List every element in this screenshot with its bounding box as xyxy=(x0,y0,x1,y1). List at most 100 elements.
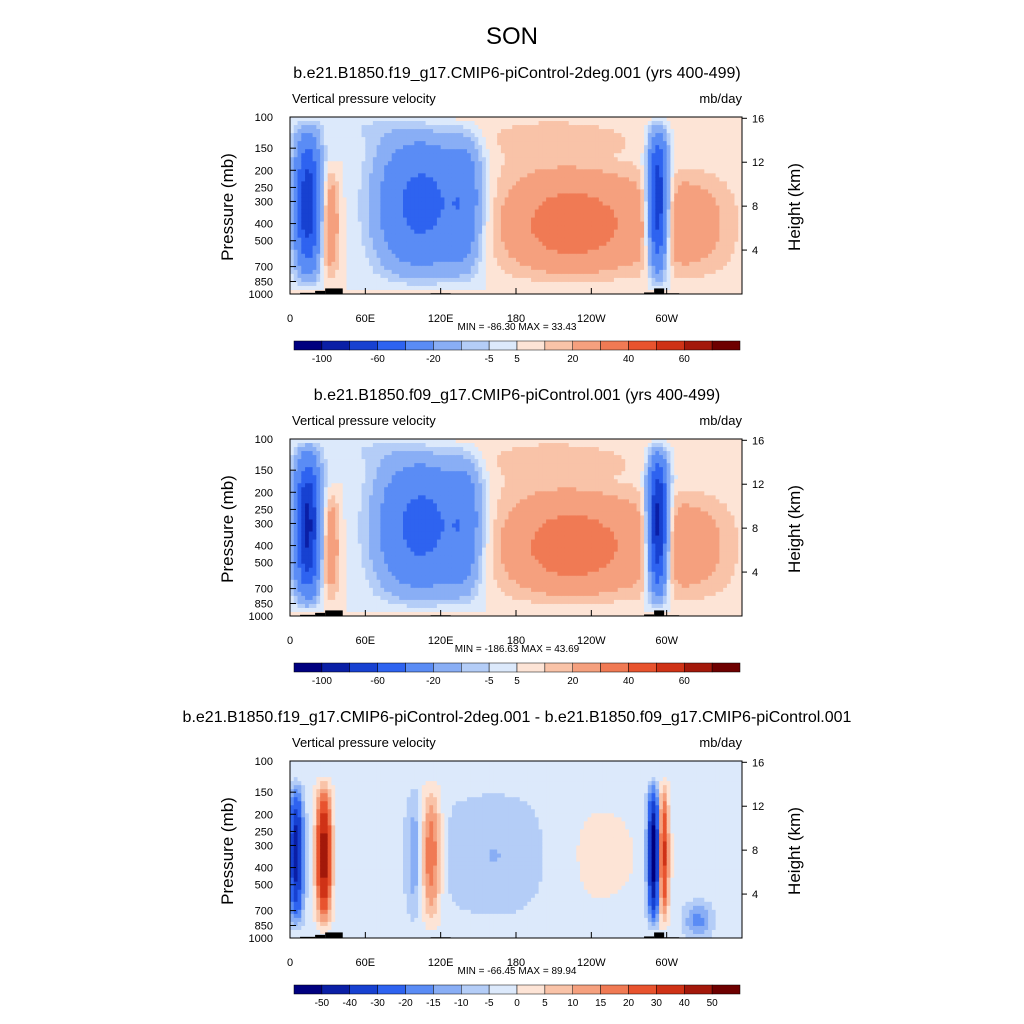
field-cell xyxy=(463,257,468,263)
field-cell xyxy=(677,229,683,235)
field-cell xyxy=(538,197,543,202)
field-cell xyxy=(689,229,694,235)
field-cell xyxy=(485,137,491,142)
field-cell xyxy=(696,201,702,206)
field-cell xyxy=(350,273,355,279)
field-cell xyxy=(418,277,423,283)
field-cell xyxy=(640,205,645,211)
field-cell xyxy=(636,225,641,231)
field-cell xyxy=(369,185,374,190)
field-cell xyxy=(670,201,675,206)
field-cell xyxy=(602,253,607,259)
field-cell xyxy=(542,269,547,275)
field-cell xyxy=(561,153,566,158)
field-cell xyxy=(357,257,363,263)
field-cell xyxy=(700,253,705,259)
field-cell xyxy=(301,133,306,138)
field-cell xyxy=(384,289,389,295)
field-cell xyxy=(621,141,626,146)
field-cell xyxy=(290,253,295,259)
field-cell xyxy=(693,209,698,215)
field-cell xyxy=(715,121,720,126)
field-cell xyxy=(436,205,442,211)
field-cell xyxy=(308,273,314,279)
field-cell xyxy=(297,261,302,267)
field-cell xyxy=(516,209,521,215)
field-cell xyxy=(369,273,374,279)
field-cell xyxy=(583,253,589,259)
field-cell xyxy=(632,161,638,166)
field-cell xyxy=(455,193,460,198)
field-cell xyxy=(666,257,671,263)
field-cell xyxy=(632,273,638,279)
field-cell xyxy=(335,161,340,166)
field-cell xyxy=(410,169,415,174)
field-cell xyxy=(327,249,332,255)
field-cell xyxy=(335,173,340,178)
field-cell xyxy=(587,141,592,146)
field-cell xyxy=(647,253,653,259)
field-cell xyxy=(504,205,509,211)
field-cell xyxy=(346,285,351,291)
field-cell xyxy=(338,213,344,219)
field-cell xyxy=(621,129,626,134)
field-cell xyxy=(580,261,585,267)
field-cell xyxy=(659,277,664,283)
field-cell xyxy=(670,245,675,251)
field-cell xyxy=(485,265,491,271)
field-cell xyxy=(519,169,525,174)
field-cell xyxy=(342,121,347,126)
field-cell xyxy=(595,241,600,247)
field-cell xyxy=(305,281,310,287)
field-cell xyxy=(297,173,302,178)
field-cell xyxy=(617,117,622,122)
field-cell xyxy=(700,197,705,202)
field-cell xyxy=(572,117,577,122)
field-cell xyxy=(617,245,622,251)
field-cell xyxy=(564,181,570,186)
field-cell xyxy=(625,145,630,150)
field-cell xyxy=(369,177,374,182)
field-cell xyxy=(436,153,442,158)
field-cell xyxy=(354,169,359,174)
field-cell xyxy=(696,121,702,126)
field-cell xyxy=(546,177,551,182)
field-cell xyxy=(444,165,449,170)
field-cell xyxy=(504,133,509,138)
field-cell xyxy=(504,125,509,130)
field-cell xyxy=(357,233,363,239)
field-cell xyxy=(376,117,381,122)
field-cell xyxy=(700,157,705,162)
field-cell xyxy=(342,245,347,251)
field-cell xyxy=(350,189,355,194)
field-cell xyxy=(674,281,679,287)
field-cell xyxy=(659,189,664,194)
field-cell xyxy=(538,205,543,211)
field-cell xyxy=(708,273,713,279)
field-cell xyxy=(629,177,634,182)
field-cell xyxy=(655,225,660,231)
field-cell xyxy=(708,209,713,215)
field-cell xyxy=(316,209,321,215)
field-cell xyxy=(519,237,525,243)
field-cell xyxy=(636,249,641,255)
field-cell xyxy=(467,153,472,158)
field-cell xyxy=(595,129,600,134)
field-cell xyxy=(403,133,408,138)
field-cell xyxy=(549,257,555,263)
field-cell xyxy=(651,121,656,126)
field-cell xyxy=(297,165,302,170)
field-cell xyxy=(644,165,649,170)
field-cell xyxy=(455,149,460,154)
field-cell xyxy=(305,193,310,198)
field-cell xyxy=(572,257,577,263)
field-cell xyxy=(629,213,634,219)
field-cell xyxy=(715,149,720,154)
field-cell xyxy=(583,285,589,291)
field-cell xyxy=(602,169,607,174)
field-cell xyxy=(395,141,400,146)
field-cell xyxy=(380,229,385,235)
field-cell xyxy=(357,129,363,134)
field-cell xyxy=(516,173,521,178)
field-cell xyxy=(380,117,385,122)
